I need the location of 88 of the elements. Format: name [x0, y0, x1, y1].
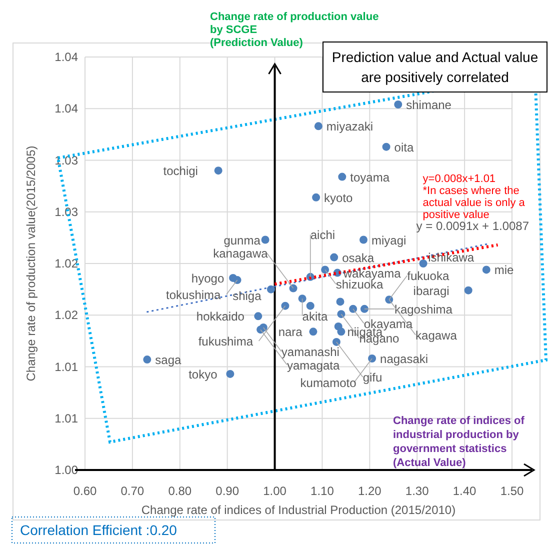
- point: [298, 294, 306, 303]
- y-axis-title: Change rate of production value(2015/2005): [24, 146, 38, 382]
- annotation: kumamoto: [300, 376, 357, 390]
- point: [336, 298, 344, 306]
- annotation: gunma: [224, 233, 261, 248]
- annotation: nagasaki: [380, 352, 428, 366]
- annotation: Prediction value and Actual value are positively correlated: [332, 49, 538, 85]
- text: Correlation Efficient :0.20: [20, 522, 178, 538]
- annotation: shimane: [406, 98, 452, 112]
- point: [338, 172, 346, 181]
- point: [382, 142, 390, 151]
- annotation: y = 0.0091x + 1.0087: [416, 218, 530, 233]
- annotation: miyagi: [372, 233, 406, 248]
- annotation: osaka: [342, 250, 374, 265]
- point: [314, 122, 322, 130]
- point: [419, 260, 428, 268]
- point: [394, 100, 402, 108]
- point: [256, 326, 265, 334]
- point: [360, 304, 368, 313]
- annotation: aichi: [310, 228, 336, 242]
- annotation: wakayama: [342, 266, 402, 280]
- point: [281, 302, 290, 310]
- y-tick-label: 1.02: [54, 308, 78, 322]
- point: [143, 356, 152, 364]
- x-tick-label: 1.00: [263, 484, 287, 498]
- x-tick-label: 1.20: [358, 484, 382, 498]
- annotation: ishikawa: [428, 250, 474, 265]
- text: Change rate of production value by SCGE (Prediction Value): [210, 11, 379, 49]
- point: [337, 328, 346, 336]
- annotation: nara: [278, 325, 303, 340]
- x-tick-label: 0.80: [168, 484, 192, 498]
- point: [261, 236, 270, 244]
- point: [226, 370, 234, 378]
- point: [254, 312, 262, 320]
- point: [233, 276, 242, 284]
- annotation: toyama: [350, 170, 390, 184]
- x-tick-label: 1.10: [310, 484, 334, 498]
- annotation: gifu: [362, 370, 382, 385]
- annotation: tochigi: [163, 164, 198, 178]
- point: [214, 166, 222, 175]
- annotation: ibaragi: [413, 284, 450, 298]
- point: [360, 236, 368, 244]
- x-tick-label: 0.90: [216, 484, 240, 498]
- point: [464, 286, 472, 294]
- annotation: hokkaido: [196, 310, 245, 324]
- annotation: y=0.008x+1.01 *In cases where the actual value is only a positive value: [422, 172, 526, 221]
- point: [266, 285, 275, 294]
- y-tick-label: 1.04: [54, 50, 78, 64]
- point: [349, 304, 358, 313]
- annotation: kagawa: [416, 328, 458, 342]
- annotation: saga: [155, 353, 182, 368]
- point: [482, 266, 490, 274]
- point: [332, 338, 340, 346]
- x-tick-label: 1.30: [405, 484, 430, 498]
- x-tick-label: 0.60: [73, 484, 97, 498]
- annotation: shiga: [232, 289, 262, 304]
- annotation: Change rate of indices of industrial production by government statistics (Actual Value): [393, 415, 525, 469]
- y-tick-label: 1.00: [54, 463, 78, 477]
- point: [309, 328, 318, 336]
- annotation: hyogo: [191, 271, 224, 286]
- annotation: kyoto: [324, 190, 354, 205]
- annotation: mie: [494, 263, 514, 278]
- annotation: yamagata: [286, 358, 340, 372]
- annotation: tokyo: [188, 367, 218, 382]
- annotation: tokushima: [166, 288, 222, 302]
- point: [337, 310, 346, 318]
- point: [330, 253, 338, 262]
- annotation: oita: [394, 140, 414, 154]
- point: [321, 266, 330, 274]
- x-tick-label: 1.40: [452, 484, 477, 498]
- annotation: akita: [302, 309, 328, 324]
- y-tick-label: 1.04: [54, 102, 78, 116]
- y-tick-label: 1.01: [54, 360, 78, 374]
- point: [306, 302, 314, 310]
- annotation: yamanashi: [281, 345, 340, 360]
- annotation: fukuoka: [407, 269, 450, 284]
- point: [312, 193, 320, 202]
- annotation: kagoshima: [394, 302, 453, 316]
- x-tick-label: 0.70: [120, 484, 144, 498]
- annotation: fukushima: [198, 334, 254, 349]
- y-tick-label: 1.01: [54, 411, 78, 426]
- point: [368, 354, 376, 362]
- annotation: miyazaki: [326, 120, 374, 134]
- y-tick-label: 1.02: [54, 256, 78, 270]
- x-axis-title: Change rate of indices of Industrial Production (2015/2010): [141, 503, 456, 517]
- point: [289, 284, 298, 292]
- annotation: kanagawa: [213, 246, 268, 261]
- x-tick-label: 1.50: [500, 484, 524, 498]
